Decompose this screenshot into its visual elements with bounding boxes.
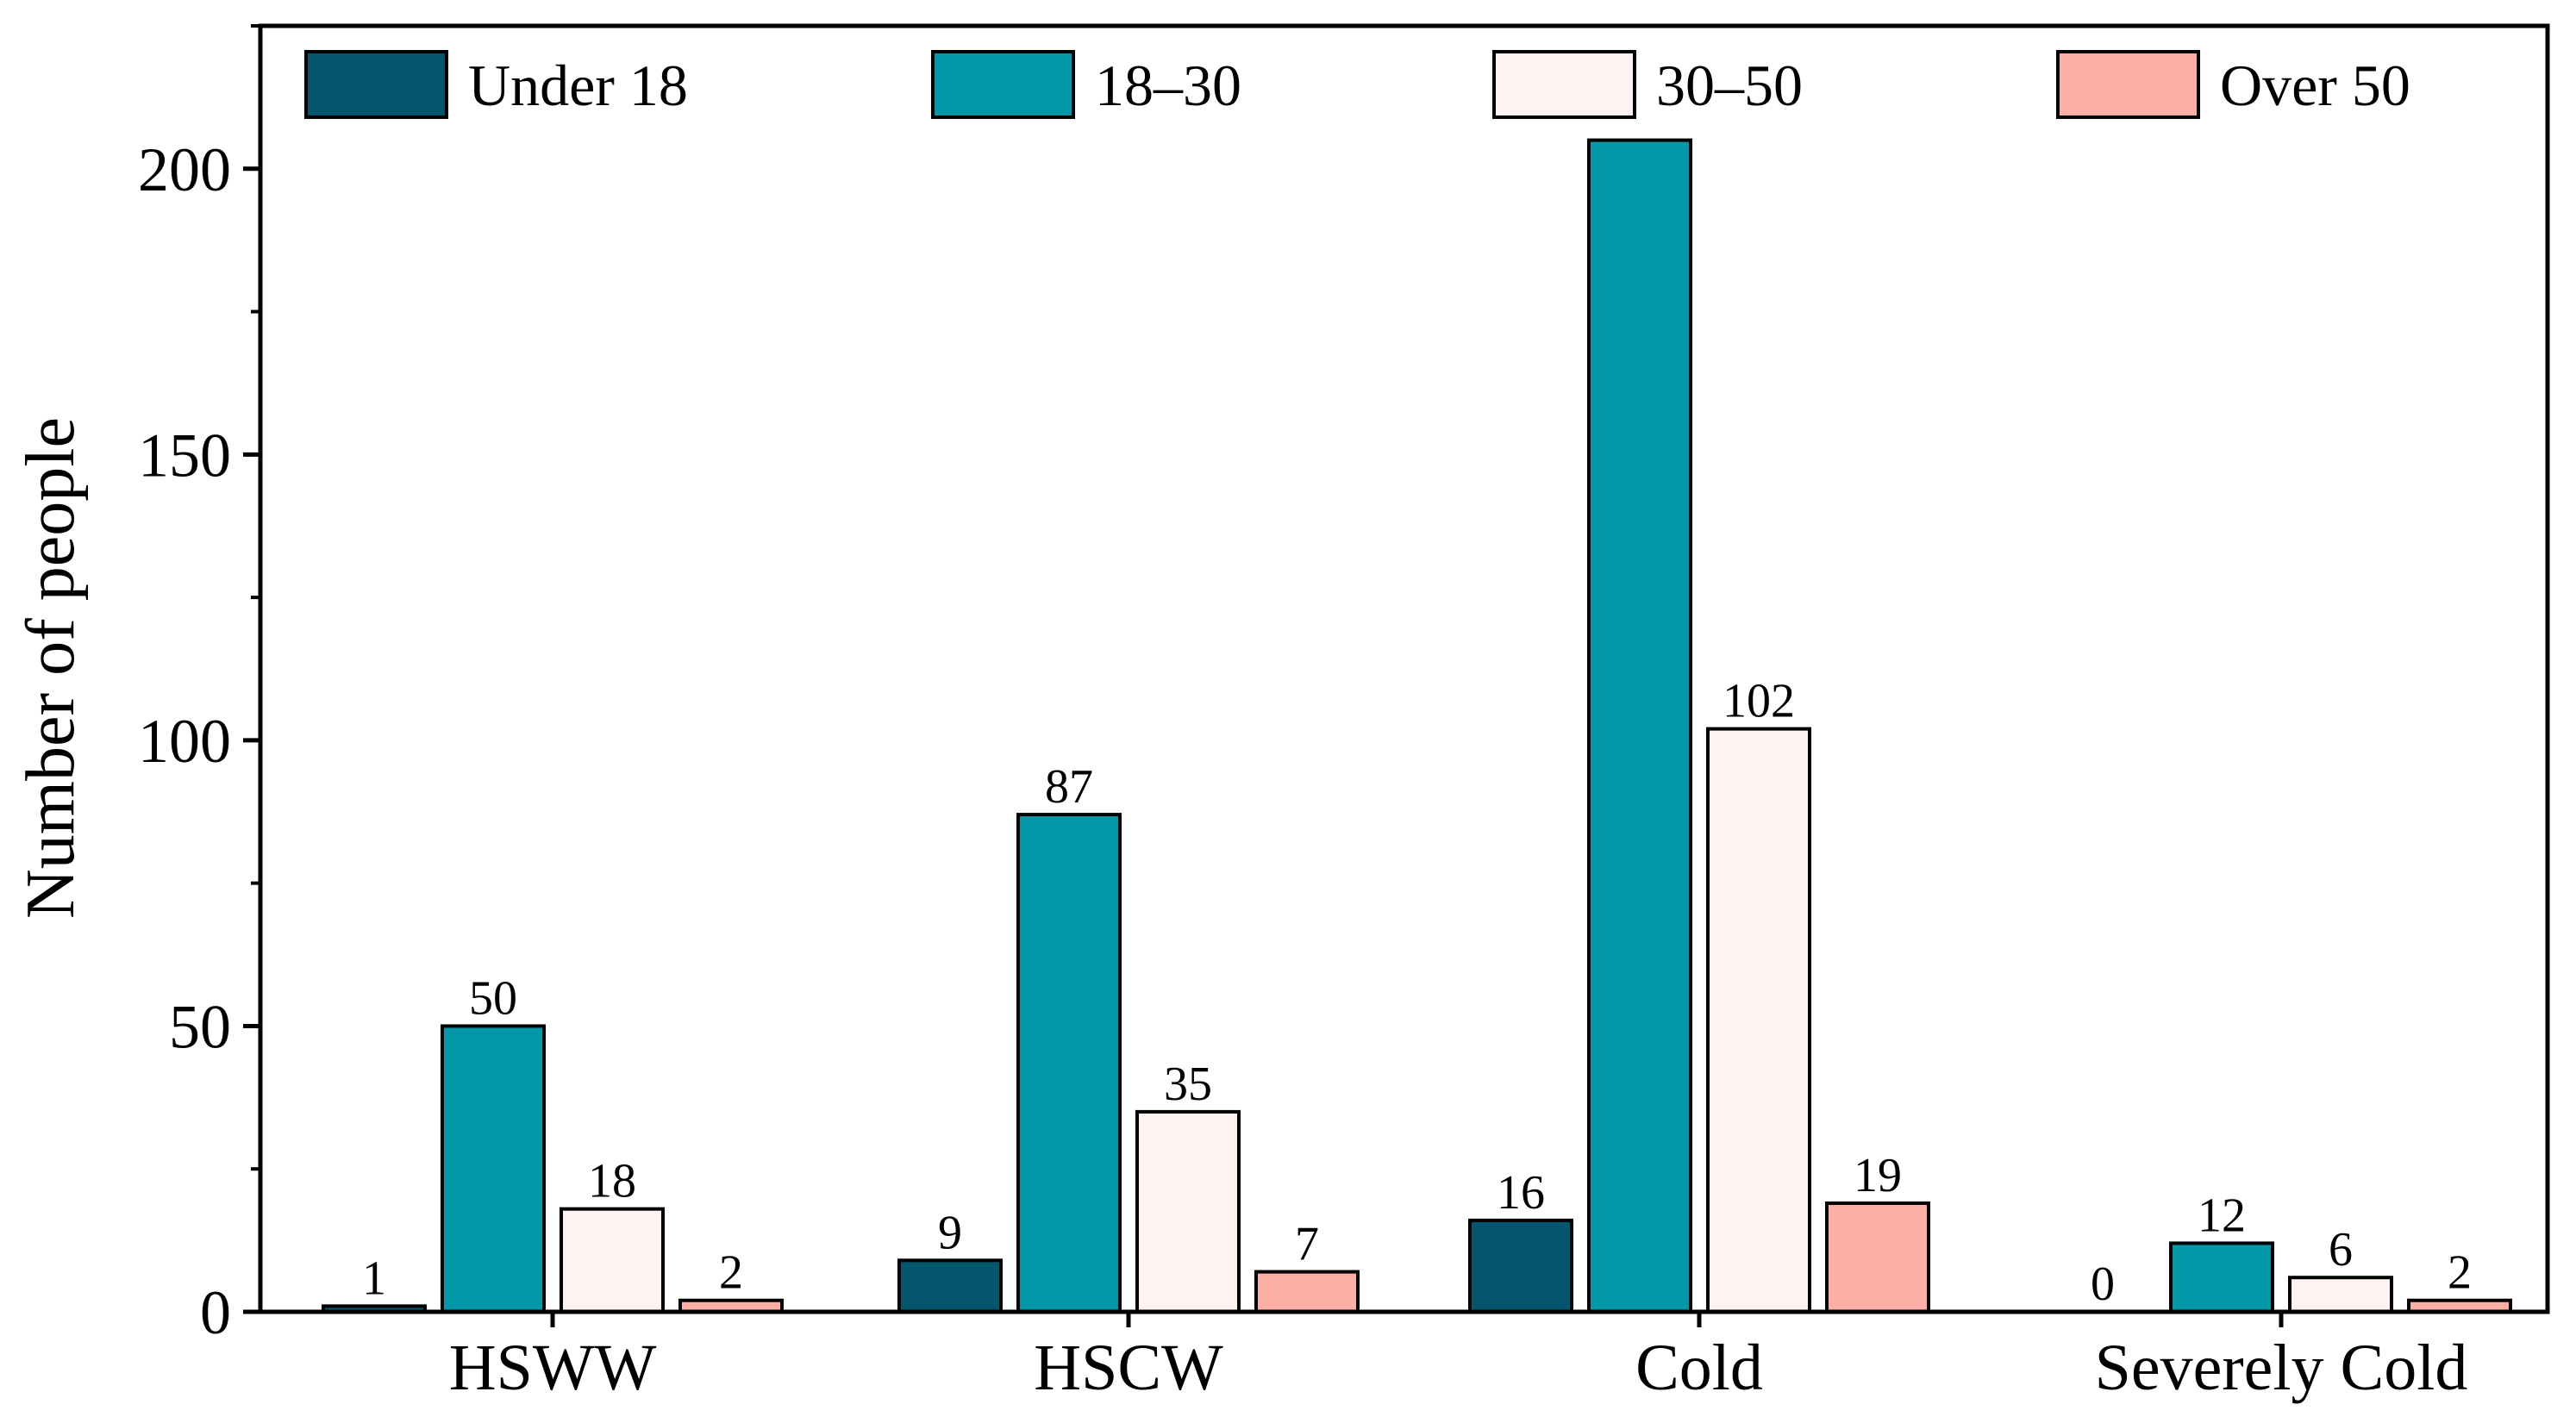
y-tick-label: 100 [138, 707, 231, 776]
data-label: 7 [1295, 1218, 1319, 1271]
legend-swatch [304, 50, 448, 119]
legend-label: 30–50 [1656, 53, 1803, 118]
x-tick-label: HSWW [449, 1332, 657, 1404]
data-label: 19 [1854, 1149, 1902, 1202]
data-label: 2 [2448, 1246, 2472, 1300]
bar [1825, 1201, 1930, 1314]
y-tick-label: 200 [138, 135, 231, 204]
data-label: 102 [1723, 675, 1795, 728]
legend-swatch [1492, 50, 1636, 119]
bar [441, 1024, 546, 1314]
bar [1468, 1218, 1573, 1314]
bars-layer [322, 138, 2512, 1314]
y-tick-label: 50 [169, 992, 231, 1061]
bar [1135, 1109, 1241, 1314]
legend-swatch [931, 50, 1075, 119]
data-label: 87 [1045, 760, 1093, 814]
x-tick-label: HSCW [1034, 1332, 1223, 1404]
data-labels-layer: 1 50 18 2 9 87 35 7 16 102 19 0 12 6 2 [362, 675, 2472, 1311]
plot-frame [258, 23, 2550, 1314]
data-label: 0 [2091, 1258, 2115, 1311]
y-tick-label: 150 [138, 421, 231, 490]
bar [2288, 1276, 2393, 1314]
data-label: 50 [469, 971, 517, 1025]
data-label: 35 [1164, 1058, 1212, 1111]
bar [1587, 138, 1692, 1314]
legend-swatch [2056, 50, 2200, 119]
x-tick-label: Severely Cold [2095, 1332, 2468, 1404]
data-label: 2 [719, 1246, 743, 1300]
x-tick-label: Cold [1635, 1332, 1763, 1404]
data-label: 6 [2329, 1223, 2353, 1276]
legend-label: Under 18 [468, 53, 688, 118]
legend-label: Over 50 [2220, 53, 2410, 118]
bar [1016, 813, 1122, 1314]
legend: Under 18 18–30 30–50 Over 50 [304, 50, 2410, 119]
data-label: 16 [1497, 1166, 1545, 1220]
y-tick-label: 0 [200, 1278, 231, 1347]
bar [560, 1207, 665, 1314]
bar [1254, 1270, 1360, 1314]
bar [897, 1258, 1003, 1314]
data-label: 9 [938, 1206, 962, 1259]
data-label: 12 [2198, 1189, 2246, 1242]
y-axis-title: Number of people [13, 417, 89, 919]
bar [2169, 1241, 2274, 1314]
legend-label: 18–30 [1095, 53, 1241, 118]
data-label: 1 [362, 1251, 386, 1305]
bar [1706, 727, 1811, 1314]
data-label: 18 [588, 1155, 636, 1208]
